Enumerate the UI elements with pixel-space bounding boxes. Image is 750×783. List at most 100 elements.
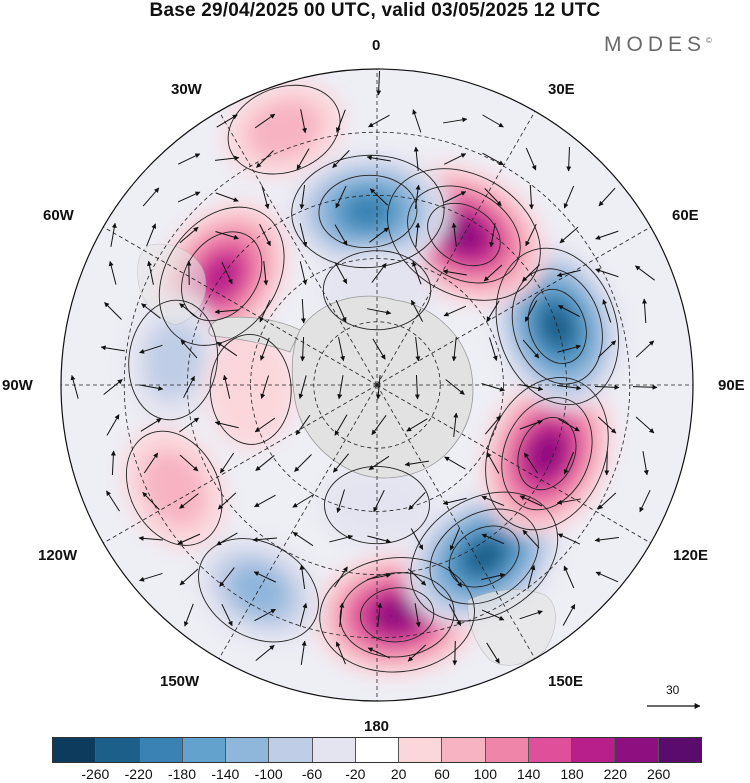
wind-vector-arrow bbox=[254, 113, 276, 129]
lon-label-150e: 150E bbox=[548, 673, 584, 690]
wind-vector-arrow bbox=[183, 375, 195, 398]
wind-vector-arrow bbox=[404, 460, 429, 467]
wind-vector-arrow bbox=[595, 230, 619, 240]
wind-vector-arrow bbox=[371, 262, 387, 283]
wind-vector-arrow bbox=[139, 344, 163, 354]
wind-vector-arrow bbox=[367, 308, 392, 315]
lon-label-0: 0 bbox=[372, 37, 381, 54]
wind-vector-arrow bbox=[260, 375, 270, 399]
wind-vector-arrow bbox=[338, 337, 345, 362]
colorbar-bin-4 bbox=[226, 738, 270, 762]
height-anomaly-field bbox=[122, 81, 624, 677]
colorbar-tick-label: 100 bbox=[473, 766, 498, 782]
wind-vector-arrow bbox=[594, 537, 619, 543]
wind-vector-arrow bbox=[415, 222, 421, 247]
contour-line bbox=[209, 333, 292, 445]
colorbar-bin-9 bbox=[442, 738, 486, 762]
wind-vector-arrow bbox=[300, 298, 306, 324]
meridian-line bbox=[376, 111, 536, 386]
lon-label-90w: 90W bbox=[2, 377, 33, 394]
wind-vector-arrow bbox=[334, 224, 348, 246]
wind-vector-arrow bbox=[481, 383, 505, 392]
colorbar-bin-10 bbox=[485, 738, 529, 762]
colorbar-bin-14 bbox=[658, 738, 701, 762]
colorbar-bin-5 bbox=[269, 738, 313, 762]
contour-line bbox=[429, 508, 539, 605]
wind-vector-arrow bbox=[632, 384, 658, 390]
wind-vector-arrow bbox=[406, 418, 428, 432]
polar-map bbox=[60, 68, 701, 709]
wind-vector-arrow bbox=[366, 155, 391, 162]
colorbar-tick-label: -60 bbox=[301, 766, 323, 782]
wind-vector-arrow bbox=[110, 222, 117, 247]
wind-vector-arrow bbox=[445, 379, 465, 395]
wind-vector-arrow bbox=[216, 532, 238, 546]
colorbar-bin-13 bbox=[615, 738, 659, 762]
colorbar-bin-12 bbox=[572, 738, 616, 762]
wind-vector-arrow bbox=[140, 418, 162, 432]
anomaly-level-shape bbox=[376, 599, 418, 630]
wind-vector-arrow bbox=[373, 490, 385, 513]
wind-vector-arrow bbox=[329, 534, 354, 543]
wind-vector-arrow bbox=[259, 299, 271, 323]
wind-vector-arrow bbox=[407, 644, 427, 662]
colorbar bbox=[52, 737, 702, 763]
wind-vector-arrow bbox=[110, 450, 116, 476]
wind-vector-arrow bbox=[524, 300, 538, 322]
wind-vector-arrow bbox=[106, 490, 120, 512]
wind-vector-arrow bbox=[486, 452, 500, 474]
lon-label-30e: 30E bbox=[548, 81, 575, 98]
wind-vector-arrow bbox=[335, 185, 347, 209]
wind-vector-arrow bbox=[557, 344, 582, 353]
wind-vector-arrow bbox=[143, 452, 159, 474]
wind-vector-arrow bbox=[443, 117, 468, 124]
anomaly-level-shape bbox=[464, 539, 504, 574]
wind-vector-arrow bbox=[299, 564, 306, 589]
meridian-line bbox=[376, 226, 651, 386]
wind-vector-arrow bbox=[371, 415, 387, 436]
wind-vector-arrow bbox=[484, 187, 502, 207]
meridian-line bbox=[376, 384, 651, 544]
wind-vector-arrow bbox=[292, 531, 314, 547]
anomaly-level-shape bbox=[229, 565, 288, 616]
wind-vector-arrow bbox=[139, 384, 164, 391]
wind-vector-arrow bbox=[299, 261, 308, 286]
wind-vector-arrow bbox=[300, 109, 307, 134]
wind-vector-arrow bbox=[295, 414, 311, 436]
wind-vector-arrow bbox=[563, 565, 575, 589]
wind-vector-arrow bbox=[367, 535, 392, 544]
anomaly-level-shape bbox=[344, 193, 392, 229]
wind-vector-arrow bbox=[177, 153, 201, 165]
wind-vector-arrow bbox=[635, 340, 655, 358]
colorbar-tick-label: 60 bbox=[434, 766, 450, 782]
lon-label-180: 180 bbox=[364, 718, 390, 735]
contour-line bbox=[322, 250, 432, 331]
contour-line bbox=[360, 587, 435, 643]
map-title: Base 29/04/2025 00 UTC, valid 03/05/2025… bbox=[149, 0, 601, 21]
contour-line bbox=[485, 377, 609, 531]
wind-vector-arrow bbox=[296, 148, 310, 170]
latitude-circle bbox=[186, 194, 568, 576]
wind-vector-arrow bbox=[142, 492, 160, 510]
meridian-line bbox=[218, 384, 378, 659]
wind-vector-arrow bbox=[292, 494, 314, 508]
colorbar-tick-label: 20 bbox=[390, 766, 407, 782]
wind-vector-arrow bbox=[519, 495, 543, 507]
contour-line bbox=[128, 299, 219, 421]
wind-vector-arrow bbox=[334, 414, 348, 436]
contour-line bbox=[427, 202, 501, 267]
wind-vector-arrow bbox=[178, 417, 200, 433]
wind-vector-arrow bbox=[142, 187, 160, 207]
colorbar-bin-1 bbox=[96, 738, 140, 762]
wind-vector-arrow bbox=[444, 153, 467, 165]
contour-line bbox=[319, 557, 475, 673]
wind-vector-arrow bbox=[177, 191, 201, 203]
contour-lines bbox=[125, 84, 619, 673]
brand-name: MODES bbox=[604, 33, 707, 56]
wind-vector-arrow bbox=[528, 184, 534, 210]
colorbar-bin-6 bbox=[312, 738, 356, 762]
wind-vector-arrow bbox=[557, 305, 580, 317]
meridian-line bbox=[218, 111, 378, 386]
wind-vector-arrow bbox=[634, 265, 655, 281]
wind-vector-arrow bbox=[598, 187, 616, 207]
